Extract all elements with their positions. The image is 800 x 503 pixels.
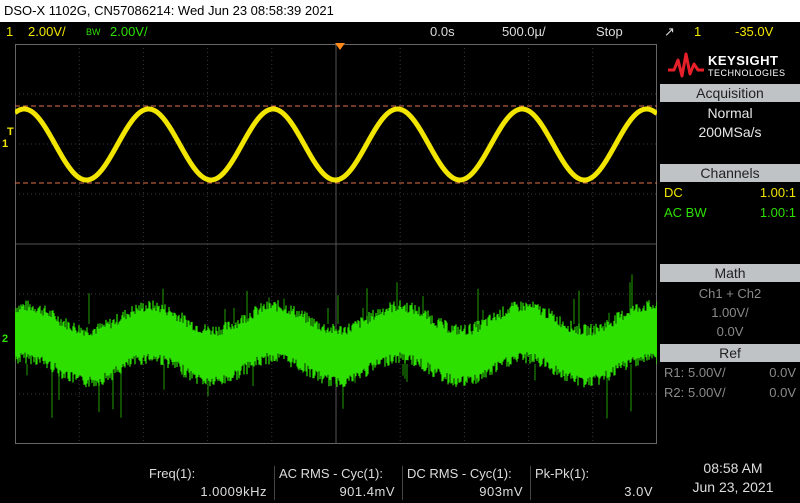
measurement-label: Freq(1): (149, 466, 196, 481)
r2-scale: 5.00V/ (688, 385, 726, 400)
ch2-coupling: AC BW (664, 205, 707, 220)
divider (530, 466, 531, 500)
graticule (15, 44, 657, 444)
ch1-probe: 1.00:1 (759, 185, 796, 200)
r2-name: R2: (664, 385, 685, 400)
ch1-trace (15, 106, 657, 183)
measurement-value: 903mV (479, 484, 523, 499)
r2-offset: 0.0V (769, 385, 796, 400)
acquisition-mode: Normal (707, 105, 753, 121)
clock-time: 08:58 AM (703, 460, 763, 476)
channels-header[interactable]: Channels (660, 164, 800, 182)
math-offset: 0.0V (716, 324, 744, 339)
trigger-edge-icon: ↗ (664, 24, 675, 39)
ch1-number[interactable]: 1 (6, 24, 14, 39)
keysight-wave-icon (668, 52, 704, 78)
ch2-scale[interactable]: 2.00V/ (110, 24, 148, 39)
bw-limit-badge: BW (86, 27, 101, 37)
r1-scale: 5.00V/ (688, 365, 726, 380)
clock: 08:58 AM Jun 23, 2021 (666, 460, 800, 503)
freq-measurement[interactable]: Freq(1): 1.0009kHz (145, 464, 273, 502)
brand-name: KEYSIGHT (708, 53, 779, 68)
ch1-scale[interactable]: 2.00V/ (28, 24, 66, 39)
ch1-ground-marker[interactable]: 1 (2, 138, 9, 150)
pk-pk-measurement[interactable]: Pk-Pk(1): 3.0V (531, 464, 659, 502)
trigger-level-marker: T (7, 126, 14, 138)
ch2-ground-marker[interactable]: 2 (2, 333, 9, 345)
run-state[interactable]: Stop (596, 24, 623, 39)
ch2-probe: 1.00:1 (759, 205, 796, 220)
divider (402, 466, 403, 500)
time-scale[interactable]: 500.0µ/ (502, 24, 546, 39)
trigger-level[interactable]: -35.0V (735, 24, 774, 39)
brand-subtitle: TECHNOLOGIES (708, 68, 786, 78)
measurement-bar: Freq(1): 1.0009kHz AC RMS - Cyc(1): 901.… (0, 462, 800, 503)
ac-rms-measurement[interactable]: AC RMS - Cyc(1): 901.4mV (275, 464, 401, 502)
acquisition-header[interactable]: Acquisition (660, 84, 800, 102)
ch2-trace (15, 300, 657, 388)
ch1-coupling: DC (664, 185, 683, 200)
measurement-label: Pk-Pk(1): (535, 466, 590, 481)
measurement-value: 901.4mV (339, 484, 395, 499)
math-header[interactable]: Math (660, 264, 800, 282)
ch2-noise-spikes (26, 274, 633, 419)
r1-name: R1: (664, 365, 685, 380)
measurement-label: DC RMS - Cyc(1): (407, 466, 512, 481)
math-function: Ch1 + Ch2 (698, 286, 762, 301)
measurement-label: AC RMS - Cyc(1): (279, 466, 383, 481)
time-delay[interactable]: 0.0s (430, 24, 455, 39)
keysight-logo: KEYSIGHT TECHNOLOGIES (664, 48, 796, 82)
sample-rate: 200MSa/s (698, 124, 762, 140)
waveform-display[interactable] (15, 44, 657, 444)
side-panel: KEYSIGHT TECHNOLOGIES Acquisition Normal… (660, 44, 800, 442)
trigger-position-marker (335, 43, 345, 50)
clock-date: Jun 23, 2021 (692, 479, 774, 495)
r1-offset: 0.0V (769, 365, 796, 380)
ref-header[interactable]: Ref (660, 344, 800, 362)
divider (274, 466, 275, 500)
measurement-value: 3.0V (624, 484, 653, 499)
window-title: DSO-X 1102G, CN57086214: Wed Jun 23 08:5… (0, 0, 800, 22)
dc-rms-measurement[interactable]: DC RMS - Cyc(1): 903mV (403, 464, 529, 502)
status-bar: 1 2.00V/ BW 2.00V/ 0.0s 500.0µ/ Stop ↗ 1… (0, 22, 800, 42)
measurement-value: 1.0009kHz (200, 484, 267, 499)
trigger-channel[interactable]: 1 (694, 24, 702, 39)
math-scale: 1.00V/ (711, 305, 749, 320)
